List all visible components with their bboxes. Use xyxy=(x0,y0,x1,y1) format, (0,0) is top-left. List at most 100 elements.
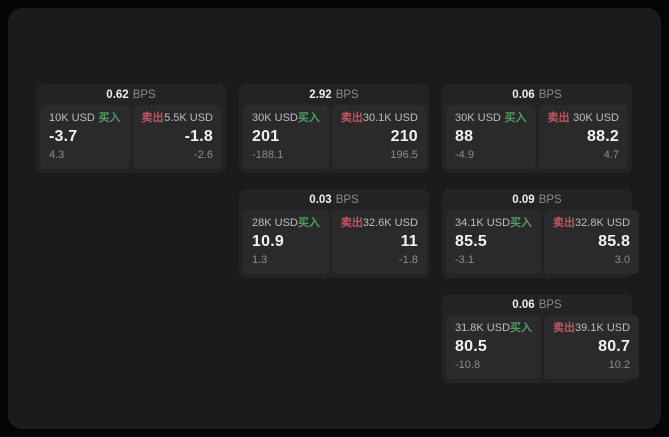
quote-card-body: 30K USD 买入 201 -188.1 卖出 30.1K USD 210 1… xyxy=(243,105,427,169)
bps-unit-label: BPS xyxy=(538,193,562,206)
sell-side-label: 卖出 xyxy=(141,112,164,124)
sell-amount: 5.5K USD xyxy=(164,112,213,124)
quote-cards-grid: 0.62 BPS 10K USD 买入 -3.7 4.3 卖出 5.5K USD xyxy=(36,84,640,383)
buy-panel-top: 34.1K USD 买入 xyxy=(455,217,532,230)
bps-unit-label: BPS xyxy=(538,88,562,101)
bps-header: 0.09 BPS xyxy=(446,189,628,210)
bps-unit-label: BPS xyxy=(538,298,562,311)
buy-change: 4.3 xyxy=(49,149,65,161)
sell-price: -1.8 xyxy=(184,128,213,145)
buy-side-label: 买入 xyxy=(504,112,527,124)
sell-price: 85.8 xyxy=(598,233,631,250)
sell-panel[interactable]: 卖出 32.8K USD 85.8 3.0 xyxy=(544,210,640,274)
bps-header: 2.92 BPS xyxy=(243,84,425,105)
sell-side-label: 卖出 xyxy=(340,217,363,229)
quote-card: 0.62 BPS 10K USD 买入 -3.7 4.3 卖出 5.5K USD xyxy=(36,84,226,173)
buy-side-label: 买入 xyxy=(510,217,533,229)
sell-change: -2.6 xyxy=(194,149,213,161)
buy-side-label: 买入 xyxy=(510,322,533,334)
buy-panel[interactable]: 10K USD 买入 -3.7 4.3 xyxy=(40,105,130,169)
bps-header: 0.06 BPS xyxy=(446,294,628,315)
sell-price: 11 xyxy=(400,233,418,250)
sell-panel-top: 卖出 32.8K USD xyxy=(553,217,630,230)
bps-value: 0.03 xyxy=(309,193,332,206)
sell-side-label: 卖出 xyxy=(340,112,363,124)
quotes-panel: 0.62 BPS 10K USD 买入 -3.7 4.3 卖出 5.5K USD xyxy=(8,8,661,429)
buy-change: -188.1 xyxy=(252,149,284,161)
buy-panel[interactable]: 30K USD 买入 88 -4.9 xyxy=(446,105,536,169)
buy-price: 10.9 xyxy=(252,233,284,250)
buy-side-label: 买入 xyxy=(297,112,320,124)
quote-card-body: 31.8K USD 买入 80.5 -10.8 卖出 39.1K USD 80.… xyxy=(446,315,640,379)
quote-card-body: 10K USD 买入 -3.7 4.3 卖出 5.5K USD -1.8 -2.… xyxy=(40,105,222,169)
sell-change: -1.8 xyxy=(398,254,418,266)
quote-card: 0.06 BPS 31.8K USD 买入 80.5 -10.8 卖出 39.1… xyxy=(442,294,640,383)
buy-price: 85.5 xyxy=(455,233,487,250)
sell-panel[interactable]: 卖出 32.6K USD 11 -1.8 xyxy=(331,210,427,274)
sell-change: 10.2 xyxy=(608,359,631,371)
buy-price: 201 xyxy=(252,128,280,145)
sell-amount: 30.1K USD xyxy=(362,112,418,124)
buy-panel-top: 31.8K USD 买入 xyxy=(455,322,532,335)
buy-panel[interactable]: 28K USD 买入 10.9 1.3 xyxy=(243,210,329,274)
bps-unit-label: BPS xyxy=(335,193,359,206)
sell-change: 196.5 xyxy=(390,149,418,161)
buy-amount: 28K USD xyxy=(252,217,298,229)
sell-change: 4.7 xyxy=(603,149,619,161)
bps-unit-label: BPS xyxy=(132,88,156,101)
buy-side-label: 买入 xyxy=(297,217,320,229)
sell-panel[interactable]: 卖出 30.1K USD 210 196.5 xyxy=(331,105,427,169)
sell-price: 210 xyxy=(390,128,418,145)
bps-value: 0.09 xyxy=(512,193,535,206)
sell-side-label: 卖出 xyxy=(553,322,576,334)
quote-card: 0.03 BPS 28K USD 买入 10.9 1.3 卖出 32.6K US… xyxy=(239,189,429,278)
buy-change: -10.8 xyxy=(455,359,481,371)
buy-amount: 31.8K USD xyxy=(455,322,511,334)
sell-change: 3.0 xyxy=(614,254,631,266)
sell-price: 88.2 xyxy=(587,128,619,145)
buy-price: 80.5 xyxy=(455,338,487,355)
sell-amount: 32.6K USD xyxy=(362,217,418,229)
buy-change: -3.1 xyxy=(455,254,474,266)
buy-amount: 30K USD xyxy=(252,112,298,124)
buy-side-label: 买入 xyxy=(98,112,121,124)
quote-card-body: 28K USD 买入 10.9 1.3 卖出 32.6K USD 11 -1.8 xyxy=(243,210,427,274)
bps-header: 0.06 BPS xyxy=(446,84,628,105)
sell-price: 80.7 xyxy=(598,338,631,355)
buy-change: -4.9 xyxy=(455,149,474,161)
bps-header: 0.03 BPS xyxy=(243,189,425,210)
buy-change: 1.3 xyxy=(252,254,268,266)
buy-price: -3.7 xyxy=(49,128,78,145)
quote-card: 2.92 BPS 30K USD 买入 201 -188.1 卖出 30.1K … xyxy=(239,84,429,173)
bps-value: 0.06 xyxy=(512,88,535,101)
buy-amount: 30K USD xyxy=(455,112,501,124)
sell-amount: 32.8K USD xyxy=(575,217,631,229)
quote-card-body: 34.1K USD 买入 85.5 -3.1 卖出 32.8K USD 85.8… xyxy=(446,210,640,274)
buy-panel-top: 30K USD 买入 xyxy=(455,112,527,125)
sell-panel[interactable]: 卖出 30K USD 88.2 4.7 xyxy=(538,105,628,169)
sell-panel-top: 卖出 30.1K USD xyxy=(341,112,418,125)
bps-value: 0.06 xyxy=(512,298,535,311)
buy-amount: 10K USD xyxy=(49,112,95,124)
buy-panel[interactable]: 30K USD 买入 201 -188.1 xyxy=(243,105,329,169)
sell-panel[interactable]: 卖出 5.5K USD -1.8 -2.6 xyxy=(132,105,222,169)
quote-card: 0.06 BPS 30K USD 买入 88 -4.9 卖出 30K USD xyxy=(442,84,632,173)
sell-panel[interactable]: 卖出 39.1K USD 80.7 10.2 xyxy=(544,315,640,379)
buy-price: 88 xyxy=(455,128,474,145)
sell-amount: 39.1K USD xyxy=(575,322,631,334)
sell-amount: 30K USD xyxy=(573,112,619,124)
buy-panel[interactable]: 34.1K USD 买入 85.5 -3.1 xyxy=(446,210,542,274)
sell-side-label: 卖出 xyxy=(547,112,570,124)
sell-panel-top: 卖出 39.1K USD xyxy=(553,322,630,335)
sell-panel-top: 卖出 30K USD xyxy=(548,112,620,125)
buy-panel-top: 10K USD 买入 xyxy=(49,112,121,125)
buy-panel[interactable]: 31.8K USD 买入 80.5 -10.8 xyxy=(446,315,542,379)
bps-header: 0.62 BPS xyxy=(40,84,222,105)
quote-card: 0.09 BPS 34.1K USD 买入 85.5 -3.1 卖出 32.8K… xyxy=(442,189,640,278)
bps-value: 0.62 xyxy=(106,88,129,101)
bps-value: 2.92 xyxy=(309,88,332,101)
sell-panel-top: 卖出 5.5K USD xyxy=(142,112,214,125)
quote-card-body: 30K USD 买入 88 -4.9 卖出 30K USD 88.2 4.7 xyxy=(446,105,628,169)
buy-panel-top: 30K USD 买入 xyxy=(252,112,320,125)
sell-panel-top: 卖出 32.6K USD xyxy=(341,217,418,230)
